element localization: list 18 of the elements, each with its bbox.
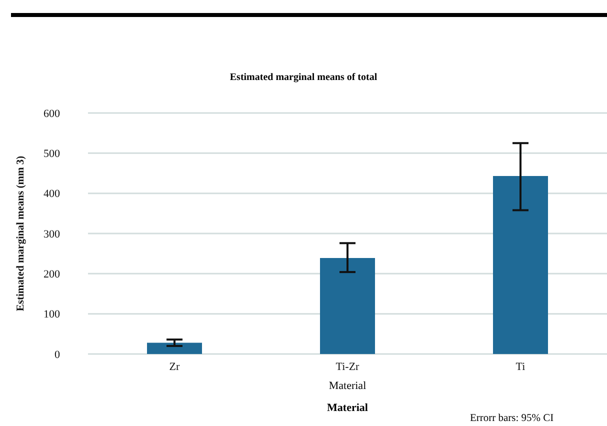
bar <box>320 258 375 354</box>
x-tick-label: Ti <box>516 360 526 373</box>
y-tick-label: 600 <box>44 108 60 120</box>
text: Material <box>328 380 368 392</box>
y-tick-label: 200 <box>44 268 60 281</box>
y-tick-label: 100 <box>44 308 60 321</box>
text: Errorr bars: 95% CI <box>470 413 554 424</box>
y-tick-label: 0 <box>54 348 60 361</box>
x-axis-title: Material <box>326 402 369 414</box>
y-tick-label: 400 <box>44 188 60 200</box>
y-tick-label: 500 <box>44 148 60 160</box>
y-tick-label: 300 <box>44 228 60 240</box>
bar <box>147 342 202 354</box>
bar <box>493 176 548 354</box>
y-axis-title: Estimated marginal means (mm 3) <box>16 155 27 312</box>
x-tick-label: Zr <box>169 360 180 373</box>
x-tick-label: Ti-Zr <box>336 360 360 373</box>
chart-title: Estimated marginal means of total <box>228 72 378 83</box>
